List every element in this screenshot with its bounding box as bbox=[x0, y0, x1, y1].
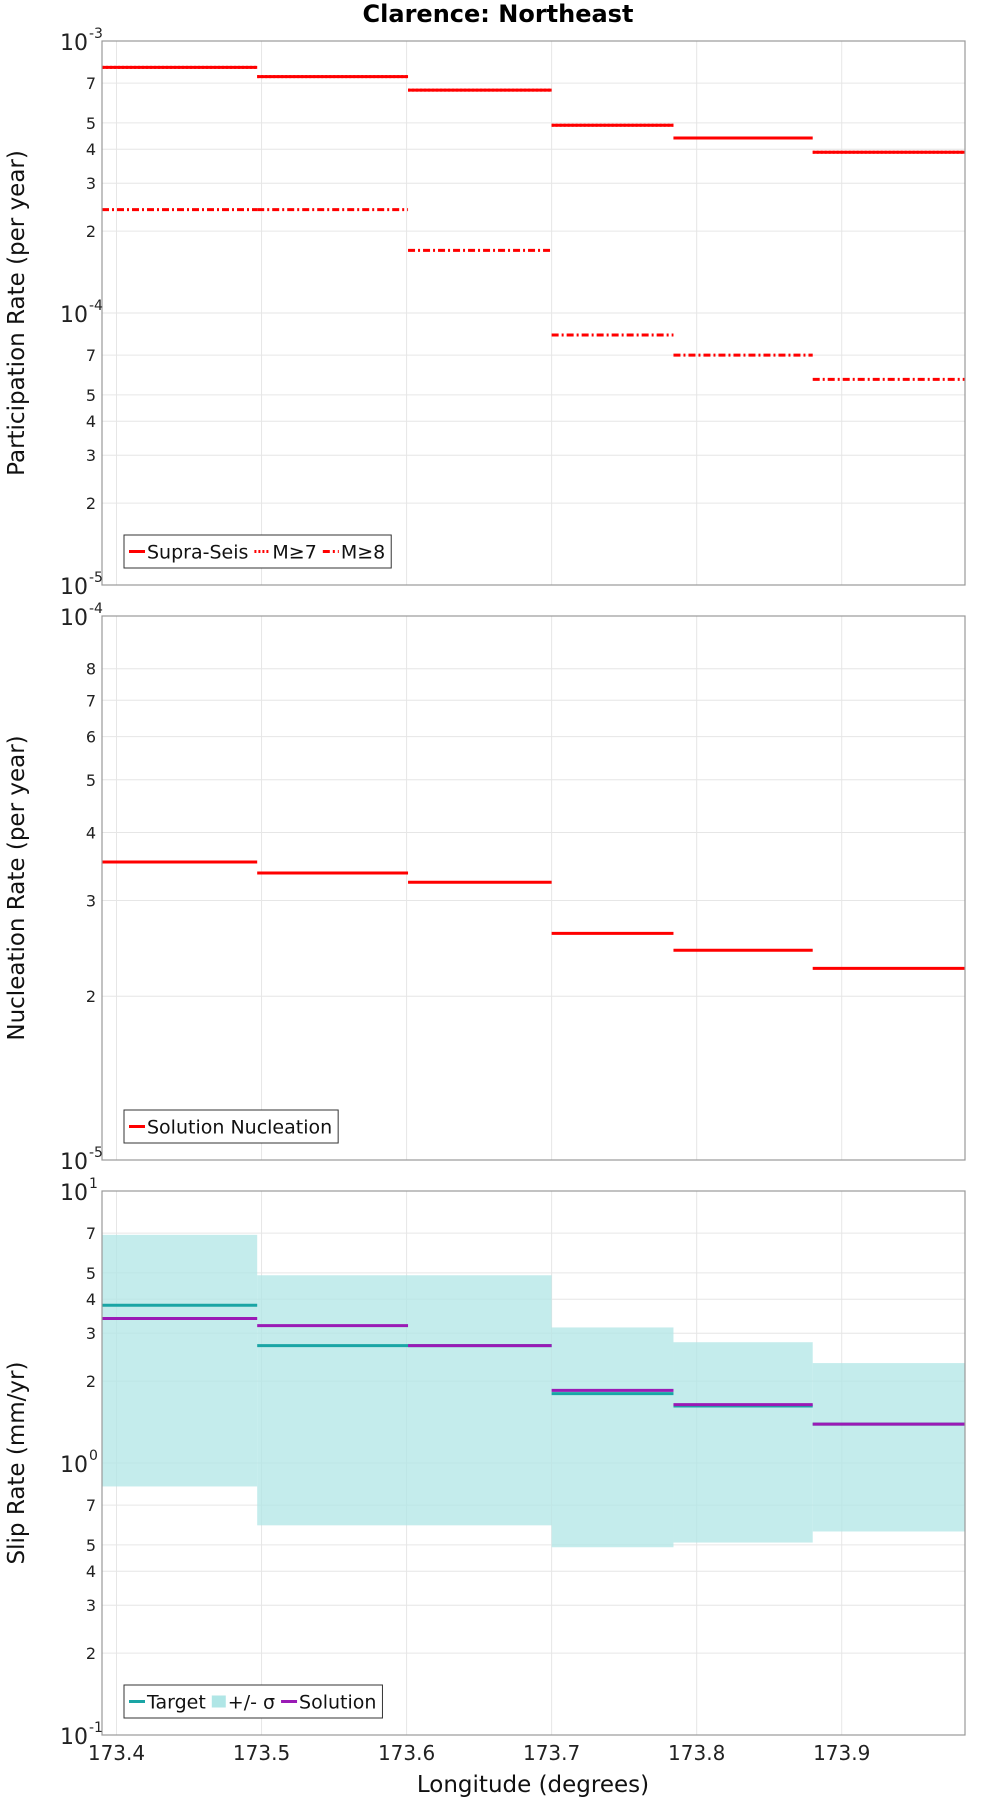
legend-item: Solution Nucleation bbox=[129, 1117, 332, 1139]
y-major-tick-exponent: -1 bbox=[89, 1720, 103, 1736]
y-axis-label: Participation Rate (per year) bbox=[4, 150, 30, 476]
legend-label: +/- σ bbox=[228, 1692, 275, 1714]
series-m-8 bbox=[102, 208, 965, 381]
y-major-tick-label: 10 bbox=[60, 31, 88, 56]
legend-frame bbox=[123, 534, 392, 569]
legend-frame bbox=[123, 1684, 383, 1719]
y-tick-label: 3 bbox=[86, 1596, 96, 1615]
sigma-band bbox=[102, 1234, 965, 1548]
legend: Target +/- σ Solution bbox=[123, 1684, 383, 1719]
plot-frame bbox=[101, 1190, 966, 1736]
plot-frame bbox=[101, 40, 966, 586]
x-tick-label: 173.5 bbox=[233, 1741, 290, 1765]
y-major-tick-exponent: 0 bbox=[89, 1448, 98, 1464]
sigma-band-segment bbox=[102, 1234, 258, 1487]
y-major-tick-exponent: -5 bbox=[89, 1145, 103, 1161]
plot-area bbox=[102, 616, 965, 1160]
y-tick-label: 7 bbox=[86, 346, 96, 365]
y-tick-label: 7 bbox=[86, 1496, 96, 1515]
legend-label: Solution Nucleation bbox=[147, 1117, 332, 1139]
y-tick-label: 5 bbox=[86, 1536, 96, 1555]
y-axis-label: Slip Rate (mm/yr) bbox=[4, 1362, 30, 1565]
x-tick-label: 173.9 bbox=[813, 1741, 870, 1765]
y-major-tick-exponent: -4 bbox=[89, 601, 103, 617]
y-tick-label: 2 bbox=[86, 987, 96, 1006]
y-major-tick-label: 10 bbox=[60, 1150, 88, 1175]
series-m-7 bbox=[102, 65, 965, 154]
y-major-tick-label: 10 bbox=[60, 1181, 88, 1206]
y-major-tick-label: 10 bbox=[60, 303, 88, 328]
y-tick-label: 4 bbox=[86, 1562, 96, 1581]
legend-item: Supra-Seis bbox=[129, 542, 248, 564]
y-tick-label: 3 bbox=[86, 891, 96, 910]
y-tick-label: 7 bbox=[86, 691, 96, 710]
legend-item: M≥8 bbox=[322, 542, 385, 564]
y-tick-label: 2 bbox=[86, 1372, 96, 1391]
y-tick-label: 5 bbox=[86, 114, 96, 133]
x-tick-label: 173.8 bbox=[668, 1741, 725, 1765]
gridlines bbox=[102, 40, 965, 586]
legend-label: Target bbox=[146, 1692, 206, 1714]
y-tick-label: 5 bbox=[86, 386, 96, 405]
y-tick-label: 6 bbox=[86, 728, 96, 747]
legend-swatch bbox=[211, 1695, 226, 1708]
legend: Solution Nucleation bbox=[123, 1109, 339, 1144]
y-tick-label: 3 bbox=[86, 1324, 96, 1343]
y-major-tick-label: 10 bbox=[60, 1453, 88, 1478]
y-tick-label: 4 bbox=[86, 140, 96, 159]
sigma-band-segment bbox=[673, 1342, 813, 1543]
sigma-band-segment bbox=[812, 1363, 965, 1532]
y-major-tick-exponent: -5 bbox=[89, 570, 103, 586]
y-tick-label: 7 bbox=[86, 74, 96, 93]
sigma-band-segment bbox=[551, 1327, 674, 1548]
legend-label: M≥7 bbox=[272, 542, 316, 564]
x-tick-label: 173.6 bbox=[378, 1741, 435, 1765]
legend-label: M≥8 bbox=[341, 542, 385, 564]
y-tick-label: 4 bbox=[86, 412, 96, 431]
x-tick-label: 173.4 bbox=[88, 1741, 145, 1765]
legend-item: Target bbox=[129, 1692, 206, 1714]
series-solution-nucleation bbox=[102, 860, 965, 970]
y-axis-label: Nucleation Rate (per year) bbox=[4, 735, 30, 1040]
y-major-tick-exponent: -3 bbox=[89, 26, 103, 42]
plot-frame bbox=[101, 615, 966, 1161]
y-major-tick-label: 10 bbox=[60, 606, 88, 631]
y-tick-label: 3 bbox=[86, 446, 96, 465]
y-tick-label: 5 bbox=[86, 771, 96, 790]
x-tick-labels: 173.4 173.5 173.6 173.7 173.8 173.9 bbox=[88, 1741, 870, 1765]
y-tick-label: 4 bbox=[86, 1290, 96, 1309]
y-tick-label: 2 bbox=[86, 1644, 96, 1663]
y-major-tick-label: 10 bbox=[60, 1725, 88, 1750]
y-tick-label: 2 bbox=[86, 222, 96, 241]
y-tick-label: 5 bbox=[86, 1264, 96, 1283]
y-tick-label: 4 bbox=[86, 823, 96, 842]
legend: Supra-Seis M≥7 M≥8 bbox=[123, 534, 392, 569]
legend-label: Supra-Seis bbox=[147, 542, 248, 564]
y-tick-label: 2 bbox=[86, 494, 96, 513]
x-tick-label: 173.7 bbox=[523, 1741, 580, 1765]
legend-label: Solution bbox=[299, 1692, 376, 1714]
sigma-band-segment bbox=[257, 1275, 552, 1526]
legend-frame bbox=[123, 1109, 339, 1144]
y-tick-label: 3 bbox=[86, 174, 96, 193]
x-axis-label: Longitude (degrees) bbox=[417, 1772, 649, 1798]
y-major-tick-exponent: 1 bbox=[89, 1176, 98, 1192]
series-solution bbox=[102, 1316, 965, 1426]
y-tick-label: 8 bbox=[86, 660, 96, 679]
y-major-tick-label: 10 bbox=[60, 575, 88, 600]
y-tick-label: 7 bbox=[86, 1224, 96, 1243]
legend-item: Solution bbox=[281, 1692, 376, 1714]
legend-item: M≥7 bbox=[254, 542, 317, 564]
chart-title: Clarence: Northeast bbox=[363, 0, 634, 28]
legend-item: +/- σ bbox=[211, 1692, 275, 1714]
y-major-tick-exponent: -4 bbox=[89, 298, 103, 314]
